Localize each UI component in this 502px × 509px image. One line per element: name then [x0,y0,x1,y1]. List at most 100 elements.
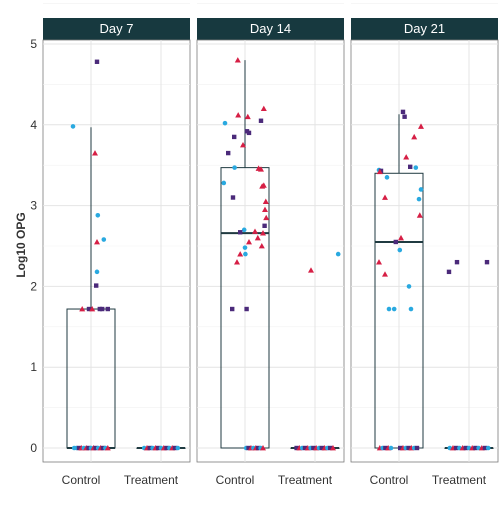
y-tick-label: 2 [30,279,37,293]
data-point-triangle [260,230,266,236]
data-point-square [76,445,82,451]
data-point-square [226,150,231,156]
data-point-square [100,306,105,312]
data-point-triangle [234,259,240,265]
data-point-square [94,283,99,288]
data-point-circle [232,165,237,170]
y-tick-label: 1 [30,360,37,374]
data-point-square [164,445,169,451]
x-tick-label: Control [216,473,255,487]
data-point-square [402,114,407,119]
data-point-square [93,445,98,451]
y-tick-label: 5 [30,37,37,51]
data-point-circle [397,247,403,253]
data-point-triangle [92,150,98,156]
data-point-circle [388,445,394,451]
data-point-triangle [263,214,270,221]
facet-strip-label: Day 21 [404,21,445,36]
x-tick-label: Control [370,473,409,487]
data-point-square [246,445,251,451]
data-point-square [328,445,333,451]
data-point-square [156,445,161,451]
data-point-circle [242,245,248,250]
data-point-circle [384,175,390,180]
data-point-square [294,445,299,451]
data-point-triangle [89,306,96,312]
data-point-triangle [240,142,246,148]
data-point-square [230,195,236,200]
data-point-triangle [403,154,410,160]
data-point-triangle [94,238,100,245]
data-point-triangle [258,166,264,172]
data-point-triangle [260,445,266,451]
data-point-triangle [235,112,242,118]
data-point-triangle [254,234,261,241]
y-axis-title: Log10 OPG [14,212,28,277]
data-point-square [383,445,388,451]
data-point-square [302,445,308,451]
data-point-square [406,445,411,451]
facet-strip [43,18,190,40]
data-point-triangle [418,123,424,129]
y-tick-label: 3 [30,199,37,213]
data-point-square [246,130,252,136]
facet-panels: Day 7 Control Treatment Day 14 Control Treatm… [42,3,499,487]
x-tick-label: Treatment [124,473,179,487]
data-point-triangle [234,57,241,63]
data-point-square [393,239,398,245]
data-point-circle [94,269,100,275]
data-point-circle [413,165,419,170]
data-point-circle [243,251,248,257]
data-point-triangle [308,267,314,273]
data-point-square [262,223,267,228]
data-point-circle [418,187,424,192]
data-point-circle [95,212,101,218]
data-point-circle [335,251,341,257]
data-point-square [232,134,237,140]
facet-strip [197,18,344,40]
data-point-triangle [104,445,111,451]
data-point-square [172,445,178,451]
data-point-square [97,306,102,312]
data-point-circle [485,445,491,451]
data-point-circle [70,124,76,129]
data-point-square [86,306,92,312]
data-point-square [311,445,316,451]
data-point-triangle [376,168,383,175]
data-point-square [473,445,478,451]
data-point-circle [408,306,414,312]
data-point-circle [101,237,107,242]
data-point-triangle [398,234,404,241]
data-point-square [86,445,91,451]
data-point-triangle [382,194,388,200]
data-point-square [446,269,452,275]
data-point-circle [391,306,397,312]
data-point-square [94,59,100,64]
data-point-triangle [376,259,382,265]
data-point-square [414,445,420,451]
data-point-triangle [79,306,86,312]
data-point-circle [241,227,247,233]
data-point-square [484,259,490,265]
panel-border [196,39,345,463]
data-point-circle [406,284,412,289]
facet-panel: Day 14 Control Treatment [196,3,345,487]
data-point-square [258,118,264,123]
data-point-square [147,445,152,451]
data-point-circle [222,120,228,126]
facet-strip-label: Day 7 [100,21,134,36]
facet-panel: Day 21 Control Treatment [350,3,499,487]
panel-border [42,39,191,463]
data-point-circle [221,180,227,186]
data-point-triangle [246,238,252,245]
data-point-triangle [237,251,244,257]
data-point-square [482,445,488,451]
y-axis: 0 1 2 3 4 5 [30,37,37,455]
data-point-square [244,306,249,312]
facet-strip [351,18,498,40]
data-point-triangle [244,113,251,120]
panel-border [350,39,499,463]
data-point-circle [175,445,181,451]
data-point-square [408,164,413,170]
data-point-square [256,445,261,451]
